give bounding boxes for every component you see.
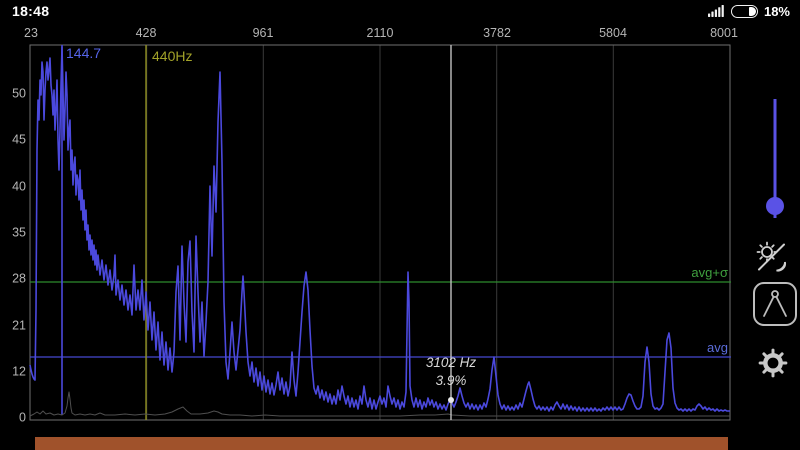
x-tick-label: 3782 xyxy=(483,26,511,40)
status-bar-right: 18% xyxy=(707,3,790,19)
x-tick-label: 961 xyxy=(253,26,274,40)
y-tick-label: 50 xyxy=(12,87,26,101)
y-tick-label: 28 xyxy=(12,272,26,286)
signal-strength-icon xyxy=(707,5,724,17)
y-tick-label: 12 xyxy=(12,365,26,379)
y-tick-label: 45 xyxy=(12,133,26,147)
battery-fill xyxy=(748,6,756,16)
status-bar: 18:48 18% xyxy=(0,0,800,22)
x-tick-label: 23 xyxy=(24,26,38,40)
x-tick-label: 8001 xyxy=(710,26,738,40)
day-night-icon xyxy=(756,241,787,272)
y-tick-label: 40 xyxy=(12,180,26,194)
cursor-dot xyxy=(448,397,454,403)
battery-icon xyxy=(730,4,758,18)
plot-border xyxy=(29,44,731,421)
secondary-spectrum-curve xyxy=(29,391,730,417)
x-tick-label: 5804 xyxy=(599,26,627,40)
x-tick-label: 2110 xyxy=(367,26,394,40)
x-tick-label: 428 xyxy=(136,26,157,40)
avg-label: avg xyxy=(707,340,728,355)
peak-marker-label: 144.7 xyxy=(66,45,101,61)
tuning-fork-tool-button[interactable] xyxy=(751,280,798,327)
battery-percent-label: 18% xyxy=(763,3,790,19)
y-tick-label: 21 xyxy=(12,319,26,333)
tuning-fork-icon xyxy=(752,281,797,326)
gain-slider-thumb[interactable] xyxy=(766,197,784,215)
spectrum-curve xyxy=(29,46,730,412)
settings-button[interactable] xyxy=(754,344,792,382)
day-night-toggle-button[interactable] xyxy=(751,238,793,276)
avg_sigma-label: avg+σ xyxy=(691,265,728,280)
settings-gear-icon xyxy=(758,348,788,378)
y-tick-label: 35 xyxy=(12,226,26,240)
cursor-freq-label: 3102 Hz xyxy=(426,355,477,370)
input-level-bar xyxy=(35,437,728,450)
y-tick-label: 0 xyxy=(19,411,26,425)
reference-440hz-label: 440Hz xyxy=(152,48,192,64)
clock-label: 18:48 xyxy=(12,3,50,19)
cursor-value-label: 3.9% xyxy=(436,373,467,388)
